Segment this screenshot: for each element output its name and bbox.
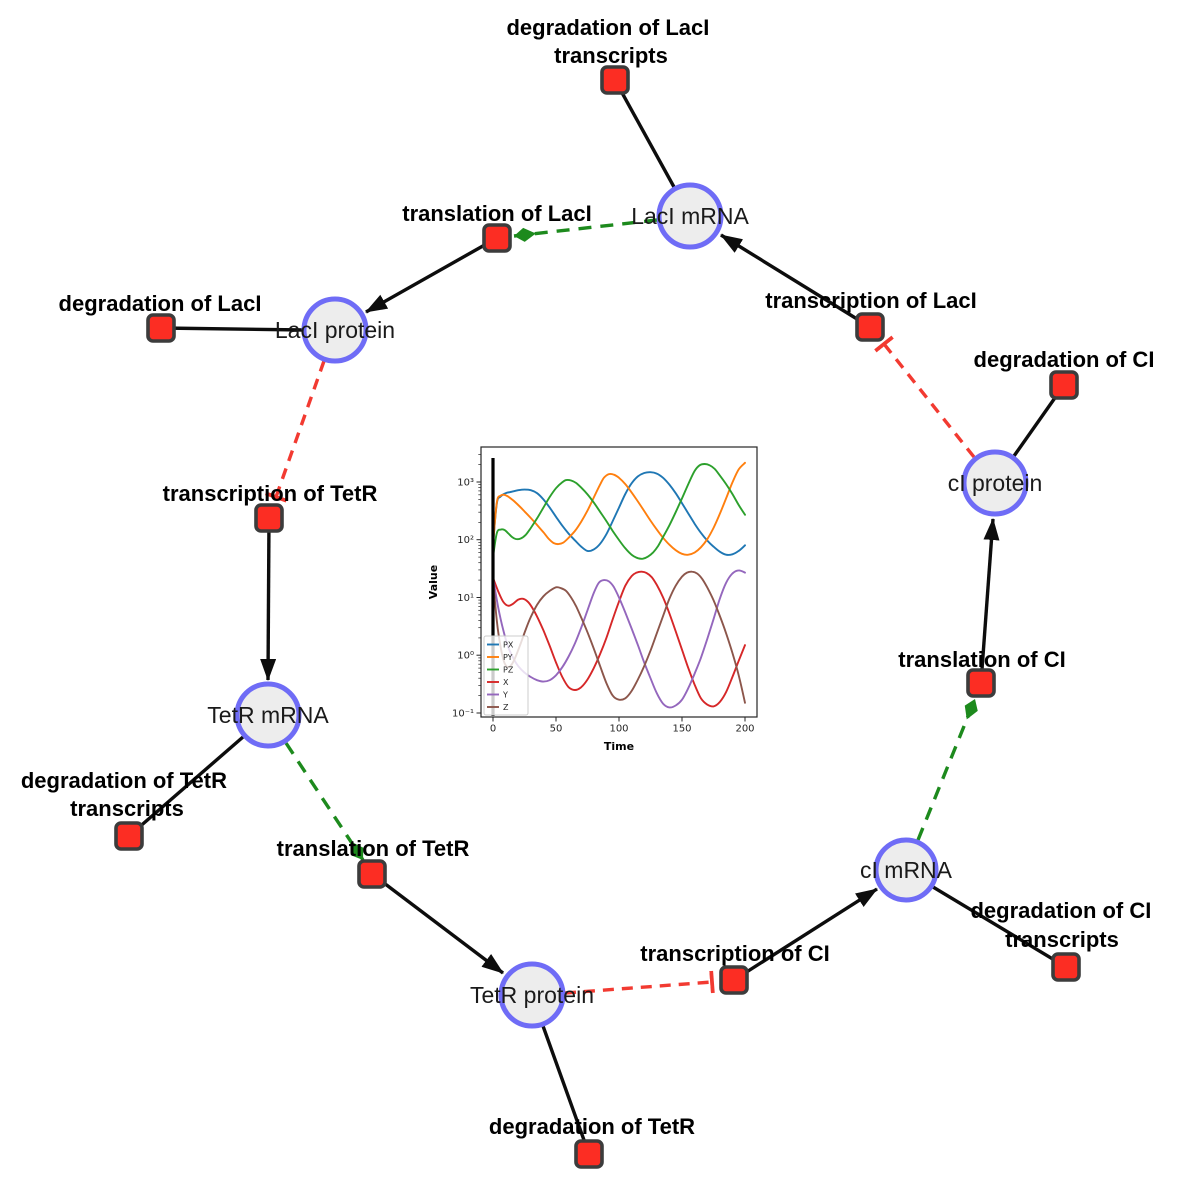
legend-label-PY: PY — [503, 653, 513, 662]
xtick-0: 0 — [490, 724, 496, 735]
xtick-100: 100 — [609, 724, 628, 735]
species-node-lacI-protein[interactable] — [301, 296, 369, 364]
reaction-nodes-layer — [114, 65, 1081, 1169]
ytick-1e1: 10¹ — [457, 593, 474, 604]
species-node-cI-protein[interactable] — [961, 449, 1029, 517]
curve-X — [492, 570, 746, 708]
edge-transcription-cI-to-mRNA — [733, 887, 878, 982]
reaction-label-deg-cI: degradation of CI — [974, 347, 1155, 372]
reaction-node-translation-lacI[interactable] — [482, 223, 512, 253]
legend-label-PZ: PZ — [503, 666, 514, 675]
edge-translation-cI-to-protein — [979, 518, 1000, 684]
species-nodes-layer — [234, 182, 1029, 1029]
reaction-label-deg-tetR-transcripts: degradation of TetR transcripts — [21, 768, 233, 821]
reaction-node-transcription-tetR[interactable] — [254, 503, 284, 533]
legend-label-X: X — [503, 678, 509, 687]
reaction-label-translation-lacI: translation of LacI — [402, 201, 591, 226]
edge-tetR-protein-to-degradation — [541, 1025, 591, 1155]
reaction-node-deg-tetR[interactable] — [574, 1139, 604, 1169]
ytick-1e-1: 10⁻¹ — [452, 709, 474, 720]
edge-translation-lacI-to-protein — [365, 236, 498, 314]
reaction-node-deg-lacI[interactable] — [146, 313, 176, 343]
species-label-lacI-mRNA: LacI mRNA — [631, 203, 749, 229]
plot-curves — [492, 461, 746, 709]
species-label-tetR-protein: TetR protein — [470, 982, 594, 1008]
species-label-cI-protein: cI protein — [948, 470, 1043, 496]
edge-tetR-protein-inhibits-transcription-cI — [564, 970, 715, 995]
reaction-node-translation-tetR[interactable] — [357, 859, 387, 889]
reaction-node-transcription-lacI[interactable] — [855, 312, 885, 342]
edge-transcription-tetR-to-mRNA — [260, 517, 277, 681]
reaction-node-deg-cI-transcripts[interactable] — [1051, 952, 1081, 982]
plot-tick-labels: 0 50 100 150 200 10³ 10² 10¹ 10⁰ 10⁻¹ — [452, 478, 755, 735]
edges-layer — [127, 79, 1067, 1155]
edge-tetR-mRNA-modifier-translation — [284, 742, 365, 861]
reaction-node-transcription-cI[interactable] — [719, 965, 749, 995]
labels-layer: LacI mRNA LacI protein TetR mRNA TetR pr… — [21, 15, 1157, 1139]
reaction-label-transcription-cI: transcription of CI — [640, 941, 829, 966]
curve-Y — [492, 569, 746, 709]
reaction-label-deg-tetR: degradation of TetR — [489, 1114, 695, 1139]
reaction-label-deg-lacI: degradation of LacI — [59, 291, 262, 316]
species-label-lacI-protein: LacI protein — [275, 317, 395, 343]
edge-lacI-mRNA-to-degradation-transcripts — [613, 79, 676, 188]
plot-ticks — [476, 454, 746, 722]
xtick-150: 150 — [672, 724, 691, 735]
simulation-plot: 0 50 100 150 200 10³ 10² 10¹ 10⁰ 10⁻¹ Ti… — [427, 446, 758, 753]
species-node-lacI-mRNA[interactable] — [656, 182, 724, 250]
y-axis-title: Value — [427, 565, 440, 599]
species-label-cI-mRNA: cI mRNA — [860, 857, 953, 883]
species-node-cI-mRNA[interactable] — [873, 837, 939, 903]
species-node-tetR-protein[interactable] — [498, 961, 566, 1029]
ytick-1e3: 10³ — [457, 478, 474, 489]
edge-lacI-mRNA-modifier-translation — [513, 218, 658, 242]
reaction-label-transcription-lacI: transcription of LacI — [765, 288, 976, 313]
edge-transcription-lacI-to-mRNA — [720, 233, 871, 329]
xtick-200: 200 — [735, 724, 754, 735]
reaction-label-deg-lacI-transcripts: degradation of LacI transcripts — [506, 15, 715, 68]
ytick-1e2: 10² — [457, 535, 474, 546]
reaction-label-deg-cI-transcripts: degradation of CI transcripts — [970, 898, 1157, 952]
edge-lacI-protein-to-degradation — [160, 326, 306, 332]
curve-PX — [492, 471, 746, 556]
ytick-1e0: 10⁰ — [457, 651, 474, 662]
legend-label-Y: Y — [502, 691, 508, 700]
xtick-50: 50 — [550, 724, 563, 735]
legend-label-Z: Z — [503, 703, 509, 712]
legend-label-PX: PX — [503, 641, 514, 650]
edge-cI-mRNA-to-degradation-transcripts — [932, 885, 1067, 969]
plot-legend: PX PY PZ X Y Z — [483, 635, 529, 716]
species-node-tetR-mRNA[interactable] — [234, 681, 302, 749]
reaction-label-transcription-tetR: transcription of TetR — [163, 481, 378, 506]
reaction-node-translation-cI[interactable] — [966, 668, 996, 698]
reaction-label-translation-cI: translation of CI — [898, 647, 1065, 672]
reaction-label-translation-tetR: translation of TetR — [277, 836, 470, 861]
edge-lacI-protein-inhibits-transcription-tetR — [264, 360, 326, 503]
curve-PZ — [492, 463, 746, 560]
reaction-node-deg-cI[interactable] — [1049, 370, 1079, 400]
species-label-tetR-mRNA: TetR mRNA — [207, 702, 329, 728]
edge-cI-mRNA-modifier-translation — [916, 698, 978, 841]
reaction-node-deg-tetR-transcripts[interactable] — [114, 821, 144, 851]
edge-cI-protein-inhibits-transcription-lacI — [874, 335, 976, 459]
reaction-node-deg-lacI-transcripts[interactable] — [600, 65, 630, 95]
curve-PY — [492, 461, 746, 556]
edge-translation-tetR-to-protein — [370, 872, 505, 975]
edge-tetR-mRNA-to-degradation-transcripts — [127, 735, 245, 838]
x-axis-title: Time — [604, 740, 634, 753]
